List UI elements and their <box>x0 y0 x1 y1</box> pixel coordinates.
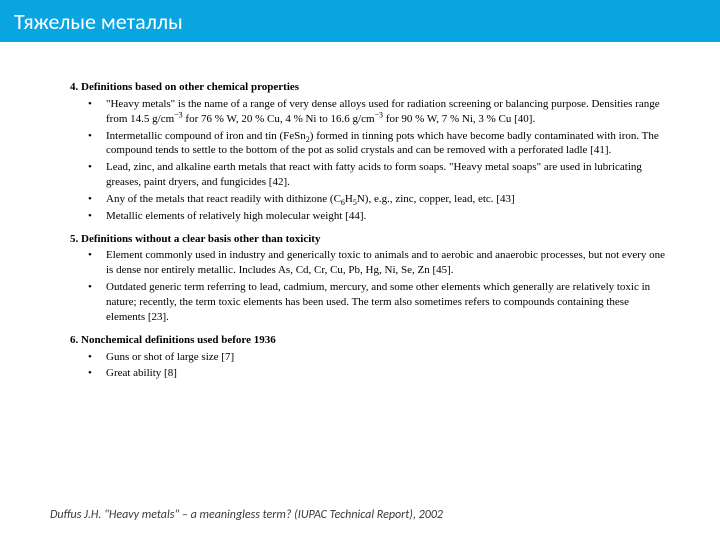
list-item: Lead, zinc, and alkaline earth metals th… <box>80 160 670 190</box>
definition-list: Element commonly used in industry and ge… <box>70 248 670 324</box>
citation: Duffus J.H. "Heavy metals" – a meaningle… <box>50 508 443 522</box>
slide-title: Тяжелые металлы <box>14 8 183 35</box>
section-6: 6. Nonchemical definitions used before 1… <box>70 333 670 382</box>
list-item: Element commonly used in industry and ge… <box>80 248 670 278</box>
section-4: 4. Definitions based on other chemical p… <box>70 80 670 224</box>
list-item: Guns or shot of large size [7] <box>80 350 670 365</box>
definition-list: "Heavy metals" is the name of a range of… <box>70 97 670 224</box>
section-heading: 5. Definitions without a clear basis oth… <box>70 232 670 247</box>
list-item: Outdated generic term referring to lead,… <box>80 280 670 325</box>
list-item: Metallic elements of relatively high mol… <box>80 209 670 224</box>
slide-header: Тяжелые металлы <box>0 0 720 42</box>
section-heading: 6. Nonchemical definitions used before 1… <box>70 333 670 348</box>
list-item: Intermetallic compound of iron and tin (… <box>80 129 670 159</box>
section-5: 5. Definitions without a clear basis oth… <box>70 232 670 325</box>
definition-list: Guns or shot of large size [7] Great abi… <box>70 350 670 382</box>
slide-content: 4. Definitions based on other chemical p… <box>0 42 720 381</box>
list-item: Any of the metals that react readily wit… <box>80 192 670 207</box>
list-item: Great ability [8] <box>80 366 670 381</box>
list-item: "Heavy metals" is the name of a range of… <box>80 97 670 127</box>
section-heading: 4. Definitions based on other chemical p… <box>70 80 670 95</box>
